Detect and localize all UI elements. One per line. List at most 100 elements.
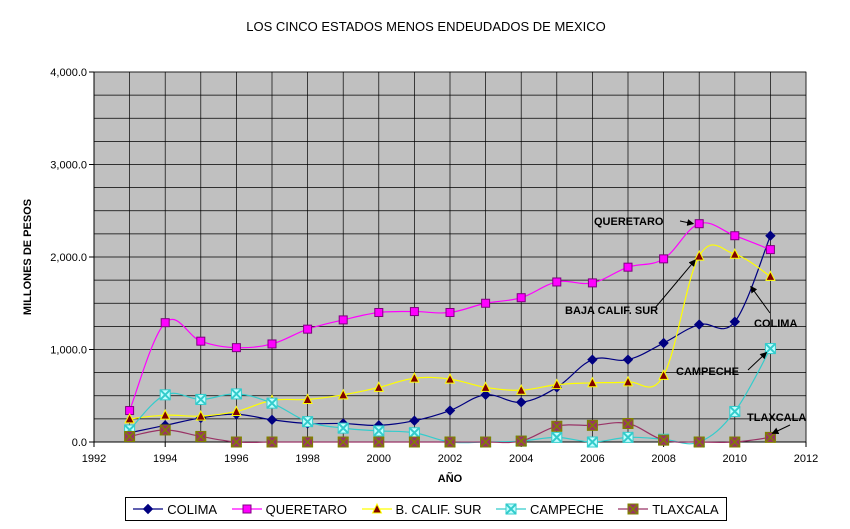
- annotation-arrow-tlaxcala: [771, 424, 791, 434]
- marker-cross: [551, 420, 563, 432]
- marker-cross: [627, 503, 639, 515]
- data-point-tlaxcala: [480, 436, 492, 448]
- data-point-campeche: [266, 397, 278, 409]
- chart-title: LOS CINCO ESTADOS MENOS ENDEUDADOS DE ME…: [246, 19, 605, 34]
- marker-cross: [373, 425, 385, 437]
- data-point-tlaxcala: [408, 436, 420, 448]
- data-point-colima: [480, 389, 491, 401]
- data-point-b-calif-sur: [693, 249, 705, 261]
- series-tlaxcala: [124, 417, 776, 448]
- data-point-campeche: [408, 427, 421, 439]
- x-tick-label: 2008: [651, 453, 675, 465]
- data-point-queretaro: [267, 339, 277, 349]
- marker-cross: [408, 436, 420, 448]
- legend-item-campeche: CAMPECHE: [496, 502, 604, 517]
- marker-cross: [337, 422, 349, 434]
- marker-cross: [159, 424, 171, 436]
- series-layer: [123, 219, 777, 448]
- data-point-tlaxcala: [515, 435, 527, 447]
- data-point-tlaxcala: [159, 424, 171, 436]
- data-point-queretaro: [587, 278, 597, 288]
- legend-item-queretaro: QUERETARO: [231, 502, 347, 517]
- data-point-queretaro: [730, 231, 740, 241]
- data-point-b-calif-sur: [302, 393, 313, 404]
- marker-cross: [480, 436, 492, 448]
- y-axis-title: MILLONES DE PESOS: [22, 199, 34, 315]
- marker-cross: [159, 389, 171, 401]
- data-point-campeche: [230, 388, 243, 400]
- data-point-b-calif-sur: [515, 384, 527, 395]
- data-point-campeche: [159, 389, 171, 401]
- x-axis-title: AÑO: [438, 472, 463, 485]
- data-point-b-calif-sur: [373, 381, 385, 392]
- marker-cross: [586, 419, 598, 431]
- data-point-colima: [693, 319, 705, 330]
- data-point-queretaro: [623, 262, 633, 272]
- marker-cross: [551, 431, 563, 444]
- data-point-b-calif-sur: [729, 248, 741, 259]
- y-tick-label: 2,000.0: [50, 252, 87, 264]
- marker-cross: [301, 415, 314, 428]
- y-tick-label: 3,000.0: [50, 160, 87, 172]
- data-point-campeche: [586, 436, 599, 448]
- annotation-arrow-campeche: [747, 351, 768, 371]
- data-point-campeche: [622, 431, 634, 444]
- data-point-campeche: [764, 342, 777, 355]
- data-point-b-calif-sur: [551, 378, 563, 390]
- data-point-queretaro: [445, 308, 455, 317]
- data-point-tlaxcala: [195, 430, 207, 442]
- annotation-campeche: CAMPECHE: [676, 366, 739, 378]
- x-tick-label: 2010: [723, 453, 747, 465]
- data-point-tlaxcala: [693, 436, 705, 448]
- marker-cross: [373, 436, 385, 448]
- data-point-tlaxcala: [622, 417, 634, 430]
- data-point-queretaro: [409, 307, 419, 317]
- data-point-queretaro: [694, 219, 704, 229]
- marker-cross: [266, 397, 278, 409]
- data-point-tlaxcala: [124, 430, 136, 442]
- data-point-tlaxcala: [551, 420, 563, 432]
- legend-swatch: [496, 503, 526, 515]
- data-point-tlaxcala: [302, 436, 314, 448]
- marker-cross: [266, 436, 278, 448]
- data-point-colima: [409, 415, 420, 426]
- x-tick-label: 1996: [224, 453, 248, 465]
- x-tick-label: 1992: [82, 453, 106, 465]
- legend-label: B. CALIF. SUR: [395, 501, 482, 517]
- marker-cross: [586, 436, 599, 448]
- marker-cross: [302, 436, 314, 448]
- legend-marker: [627, 503, 639, 515]
- data-point-colima: [622, 354, 634, 365]
- data-point-b-calif-sur: [444, 372, 456, 384]
- series-queretaro: [125, 219, 775, 416]
- marker-cross: [515, 435, 527, 447]
- x-tick-label: 2000: [367, 453, 391, 465]
- data-point-b-calif-sur: [587, 376, 598, 388]
- data-point-campeche: [551, 431, 563, 444]
- data-point-tlaxcala: [764, 431, 776, 443]
- data-point-b-calif-sur: [195, 409, 207, 421]
- data-point-queretaro: [552, 277, 562, 287]
- data-point-colima: [765, 230, 776, 241]
- data-point-colima: [515, 397, 527, 408]
- legend-label: TLAXCALA: [652, 501, 719, 517]
- annotation-arrow-baja-calif-sur: [654, 259, 696, 309]
- data-point-colima: [444, 405, 456, 416]
- data-point-b-calif-sur: [409, 372, 420, 383]
- data-point-b-calif-sur: [124, 412, 135, 424]
- x-tick-label: 1998: [295, 453, 319, 465]
- data-point-b-calif-sur: [480, 381, 491, 392]
- annotation-queretaro: QUERETARO: [594, 216, 664, 228]
- data-point-colima: [658, 337, 669, 349]
- marker-cross: [729, 405, 741, 418]
- data-point-queretaro: [160, 318, 170, 328]
- data-point-campeche: [373, 425, 385, 437]
- y-tick-label: 0.0: [72, 437, 87, 449]
- data-point-b-calif-sur: [622, 375, 634, 387]
- legend-marker: [371, 502, 382, 514]
- data-point-queretaro: [481, 298, 491, 308]
- data-point-tlaxcala: [586, 419, 598, 431]
- data-point-queretaro: [516, 293, 526, 303]
- legend-swatch: [231, 504, 262, 514]
